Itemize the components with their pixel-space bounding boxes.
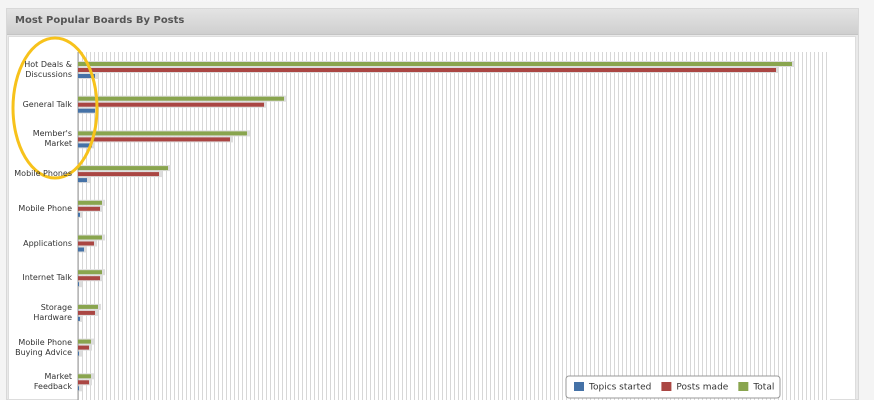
- bar: [78, 270, 102, 275]
- legend-swatch: [661, 382, 672, 391]
- legend-swatch: [738, 382, 749, 391]
- bar-shadow: [79, 211, 83, 218]
- y-tick-label: Hot Deals & Discussions: [24, 60, 72, 79]
- bar: [78, 172, 159, 177]
- bar: [78, 345, 89, 350]
- y-tick-label: Mobile Phone Buying Advice: [15, 337, 72, 357]
- bar: [78, 62, 792, 66]
- bar-shadow: [79, 385, 82, 392]
- bar: [78, 178, 87, 183]
- bar: [78, 108, 95, 113]
- bar: [78, 206, 100, 211]
- bar: [78, 74, 95, 78]
- y-tick-label: General Talk: [22, 99, 72, 109]
- highlight-ellipse: [11, 36, 99, 180]
- bar: [78, 351, 79, 356]
- plot-grid: [78, 52, 830, 400]
- bar: [78, 380, 89, 385]
- legend-swatch: [574, 382, 584, 391]
- bar: [78, 339, 91, 344]
- bar: [78, 102, 264, 107]
- y-tick-label: Mobile Phone: [18, 203, 72, 213]
- bar: [78, 235, 102, 240]
- bar: [78, 137, 230, 142]
- bar: [78, 131, 247, 136]
- bar-shadow: [79, 350, 82, 357]
- y-tick-label: Applications: [23, 238, 72, 248]
- bar: [78, 374, 91, 379]
- bar: [78, 310, 95, 315]
- panel-title: Most Popular Boards By Posts: [15, 15, 185, 26]
- bar: [78, 143, 92, 148]
- bar: [78, 166, 168, 171]
- bar: [78, 96, 284, 101]
- bar-shadow: [79, 315, 83, 322]
- bar: [78, 241, 94, 246]
- y-tick-label: Member's Market: [32, 129, 72, 149]
- y-tick-label: Storage Hardware: [33, 302, 72, 322]
- legend-box: [565, 375, 781, 399]
- y-tick-label: Internet Talk: [22, 273, 72, 283]
- bar: [78, 316, 80, 321]
- legend-label: Total: [752, 383, 774, 393]
- bar: [78, 282, 79, 287]
- bar: [78, 68, 776, 72]
- panel-header: Most Popular Boards By Posts: [7, 9, 858, 35]
- y-tick-label: Market Feedback: [33, 372, 72, 392]
- y-tick-label: Mobile Phones: [14, 169, 72, 179]
- bar: [78, 304, 98, 309]
- legend-label: Topics started: [588, 383, 651, 393]
- bar: [78, 247, 84, 252]
- bar: [78, 276, 100, 281]
- bar: [78, 386, 79, 391]
- bar: [78, 200, 102, 205]
- bar: [78, 212, 80, 217]
- legend-label: Posts made: [676, 383, 728, 393]
- bar-shadow: [79, 281, 82, 288]
